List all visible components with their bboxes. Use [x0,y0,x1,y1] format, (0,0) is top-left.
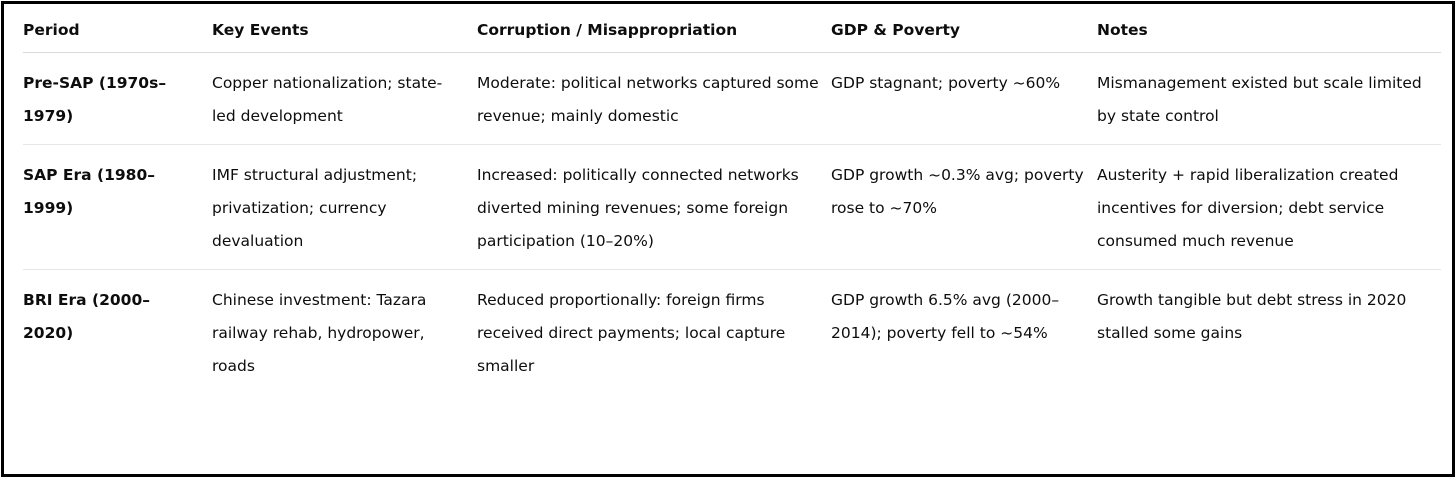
header-period: Period [23,8,212,53]
cell-notes: Growth tangible but debt stress in 2020 … [1097,291,1407,342]
cell-notes: Austerity + rapid liberalization created… [1097,144,1441,270]
cell-period: Pre-SAP (1970s–1979) [23,52,212,145]
table-row: SAP Era (1980–1999) IMF structural adjus… [23,144,1441,270]
cell-corruption: Increased: politically connected network… [477,144,831,270]
table-row: BRI Era (2000–2020) Chinese investment: … [23,270,1441,395]
cell-notes: Mismanagement existed but scale limited … [1097,52,1441,145]
cell-key-events: Copper nationalization; state-led develo… [212,52,477,145]
table-row: Pre-SAP (1970s–1979) Copper nationalizat… [23,52,1441,145]
cell-period: SAP Era (1980–1999) [23,144,212,270]
cell-key-events: IMF structural adjustment; privatization… [212,144,477,270]
header-key-events: Key Events [212,8,477,53]
history-table: Period Key Events Corruption / Misapprop… [23,8,1441,394]
header-notes: Notes [1097,8,1441,53]
cell-key-events: Chinese investment: Tazara railway rehab… [212,291,427,375]
cell-gdp-poverty: GDP growth ~0.3% avg; poverty rose to ~7… [831,144,1097,270]
header-gdp-poverty: GDP & Poverty [831,8,1097,53]
cell-period: BRI Era (2000–2020) [23,291,150,342]
header-row: Period Key Events Corruption / Misapprop… [23,8,1441,53]
cell-gdp-poverty: GDP growth 6.5% avg (2000–2014); poverty… [831,291,1060,342]
header-corruption: Corruption / Misappropriation [477,8,831,53]
cell-corruption: Moderate: political networks captured so… [477,52,831,145]
cell-gdp-poverty: GDP stagnant; poverty ~60% [831,52,1097,145]
cell-corruption: Reduced proportionally: foreign firms re… [477,291,786,375]
